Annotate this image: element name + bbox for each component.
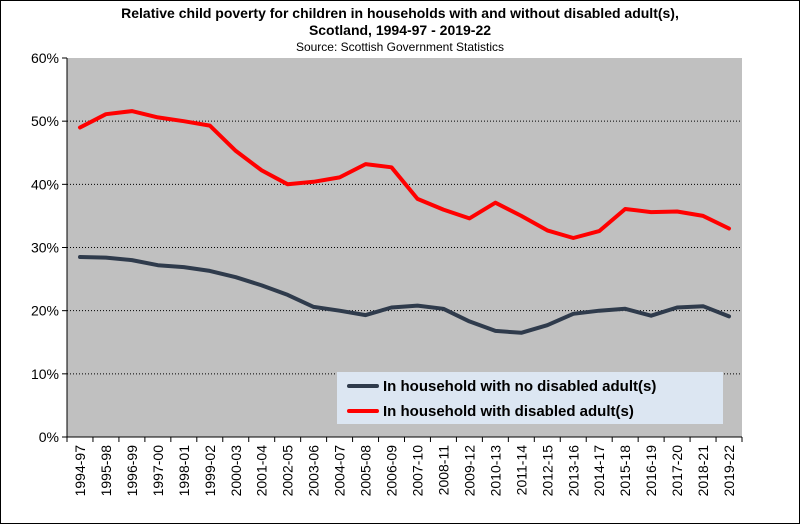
- x-tick-label: 2004-07: [332, 445, 348, 497]
- x-tick-label: 2015-18: [617, 445, 633, 497]
- x-tick-label: 1999-02: [202, 445, 218, 497]
- x-tick-label: 1995-98: [98, 445, 114, 497]
- x-tick-label: 2003-06: [306, 445, 322, 497]
- x-tick-label: 1994-97: [72, 445, 88, 497]
- chart-title-line2: Scotland, 1994-97 - 2019-22: [308, 22, 492, 38]
- x-tick-label: 2000-03: [228, 445, 244, 497]
- y-tick-label: 60%: [31, 50, 59, 66]
- chart-subtitle: Source: Scottish Government Statistics: [295, 40, 505, 54]
- series-line-1: [78, 255, 731, 335]
- y-tick-label: 0%: [39, 429, 59, 445]
- chart-title-line1: Relative child poverty for children in h…: [121, 5, 679, 21]
- x-tick-label: 2014-17: [591, 445, 607, 497]
- legend-label-1: In household with no disabled adult(s): [383, 378, 656, 395]
- x-tick-label: 2017-20: [669, 445, 685, 497]
- x-tick-label: 2010-13: [487, 445, 503, 497]
- x-tick-label: 2005-08: [358, 445, 374, 497]
- x-tick-label: 2007-10: [409, 445, 425, 497]
- y-tick-label: 50%: [31, 113, 59, 129]
- x-tick-label: 1998-01: [176, 445, 192, 497]
- series-line-2: [78, 109, 731, 240]
- x-tick-label: 2002-05: [280, 445, 296, 497]
- x-tick-label: 2013-16: [565, 445, 581, 497]
- x-tick-label: 2016-19: [643, 445, 659, 497]
- y-tick-label: 40%: [31, 176, 59, 192]
- x-tick-label: 1996-99: [124, 445, 140, 497]
- x-tick-label: 1997-00: [150, 445, 166, 497]
- x-tick-label: 2009-12: [461, 445, 477, 497]
- legend-label-2: In household with disabled adult(s): [383, 403, 634, 420]
- y-tick-label: 30%: [31, 240, 59, 256]
- x-tick-label: 2008-11: [435, 445, 451, 496]
- x-tick-label: 2019-22: [721, 445, 737, 497]
- x-tick-label: 2018-21: [695, 445, 711, 497]
- x-tick-label: 2011-14: [513, 445, 529, 496]
- y-tick-label: 10%: [31, 366, 59, 382]
- legend-box: [337, 372, 723, 424]
- x-tick-label: 2012-15: [539, 445, 555, 497]
- y-tick-label: 20%: [31, 303, 59, 319]
- x-tick-label: 2001-04: [254, 445, 270, 497]
- x-tick-label: 2006-09: [384, 445, 400, 497]
